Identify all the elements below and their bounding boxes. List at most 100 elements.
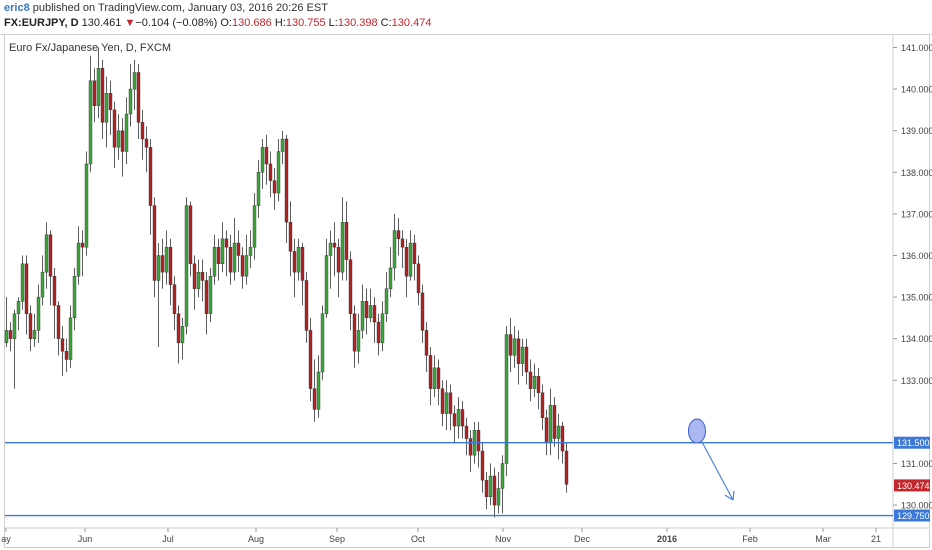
candle-up <box>388 267 393 289</box>
candle-up <box>392 230 397 269</box>
y-tick-label: 140.000 <box>901 85 932 95</box>
candle-up <box>36 296 41 331</box>
candle-up <box>256 172 261 206</box>
candle-up <box>432 367 437 389</box>
candle-down <box>468 438 473 456</box>
candle-down <box>264 147 269 165</box>
candle-down <box>60 338 65 352</box>
candle-down <box>428 355 433 389</box>
candle-down <box>108 93 113 111</box>
candle-down <box>376 321 381 344</box>
candle-up <box>212 246 217 277</box>
candle-down <box>492 475 497 506</box>
candle-down <box>528 371 533 389</box>
y-tick-label: 138.000 <box>901 168 932 178</box>
chart-title: Euro Fx/Japanese Yen, D, FXCM <box>9 42 172 54</box>
candle-up <box>556 425 561 439</box>
candle-down <box>24 263 29 314</box>
chart-frame <box>4 34 930 548</box>
candle-up <box>104 93 109 123</box>
candle-down <box>544 417 549 443</box>
candle-up <box>184 205 189 327</box>
candle-up <box>196 271 201 289</box>
candle-down <box>240 255 245 277</box>
high-label: H: <box>274 17 286 29</box>
level-price-label: 131.500 <box>897 438 930 448</box>
x-tick-label: Oct <box>411 534 426 544</box>
candle-up <box>260 147 265 173</box>
candle-down <box>524 346 529 373</box>
down-arrow-icon: ▼ <box>124 17 136 29</box>
candle-down <box>448 392 453 414</box>
candle-up <box>276 151 281 194</box>
candle-down <box>560 425 565 452</box>
candle-up <box>280 138 285 152</box>
candle-down <box>284 138 289 223</box>
candle-up <box>324 255 329 314</box>
low-value: 130.398 <box>337 17 378 29</box>
candle-down <box>564 450 569 485</box>
candle-down <box>92 80 97 106</box>
arrowhead-icon <box>724 490 735 501</box>
candle-down <box>460 409 465 427</box>
y-tick-label: 137.000 <box>901 209 932 219</box>
candle-down <box>312 388 317 410</box>
x-tick-label: Dec <box>574 534 591 544</box>
projection-arrow-line <box>701 441 734 501</box>
candle-down <box>216 246 221 265</box>
candle-up <box>360 301 365 331</box>
candle-down <box>204 280 209 314</box>
candle-down <box>288 222 293 252</box>
candle-up <box>380 313 385 344</box>
candle-up <box>496 488 501 506</box>
candle-up <box>116 130 121 148</box>
open-label: O: <box>220 17 232 29</box>
candle-up <box>12 313 17 339</box>
candle-up <box>408 242 413 277</box>
y-tick-label: 133.000 <box>901 376 932 386</box>
candle-down <box>188 205 193 265</box>
author-link[interactable]: eric8 <box>4 2 30 14</box>
candle-down <box>420 292 425 331</box>
candle-up <box>252 205 257 248</box>
candle-up <box>68 317 73 360</box>
candle-down <box>292 251 297 273</box>
candle-down <box>228 246 233 273</box>
candle-up <box>488 475 493 497</box>
candle-down <box>28 313 33 339</box>
candle-down <box>440 388 445 414</box>
y-tick-label: 130.000 <box>901 501 932 511</box>
candle-down <box>8 330 13 339</box>
candle-down <box>348 259 353 314</box>
projection-marker[interactable] <box>688 418 706 444</box>
candle-up <box>32 330 37 339</box>
candle-up <box>368 305 373 319</box>
y-tick-label: 141.000 <box>901 43 932 53</box>
candle-down <box>224 238 229 248</box>
candle-up <box>96 68 101 106</box>
candle-down <box>336 246 341 273</box>
x-tick-label: Jul <box>162 534 174 544</box>
candle-down <box>516 338 521 364</box>
y-tick-label: 134.000 <box>901 334 932 344</box>
x-tick-label: Nov <box>495 534 512 544</box>
candle-down <box>272 180 277 194</box>
candle-down <box>304 280 309 331</box>
candle-down <box>64 350 69 360</box>
candle-down <box>152 205 157 281</box>
candle-up <box>76 242 81 277</box>
x-tick-label: Feb <box>742 534 758 544</box>
candle-up <box>44 234 49 273</box>
publish-header: eric8 published on TradingView.com, Janu… <box>0 0 932 35</box>
candle-down <box>480 450 485 481</box>
level-price-badge <box>894 436 930 449</box>
candle-up <box>520 346 525 364</box>
price-change: −0.104 (−0.08%) <box>135 17 218 29</box>
candle-down <box>52 276 57 306</box>
y-tick-label: 135.000 <box>901 293 932 303</box>
candle-down <box>476 430 481 452</box>
x-tick-label: 2016 <box>657 534 677 544</box>
candle-down <box>100 68 105 123</box>
candle-down <box>400 238 405 248</box>
